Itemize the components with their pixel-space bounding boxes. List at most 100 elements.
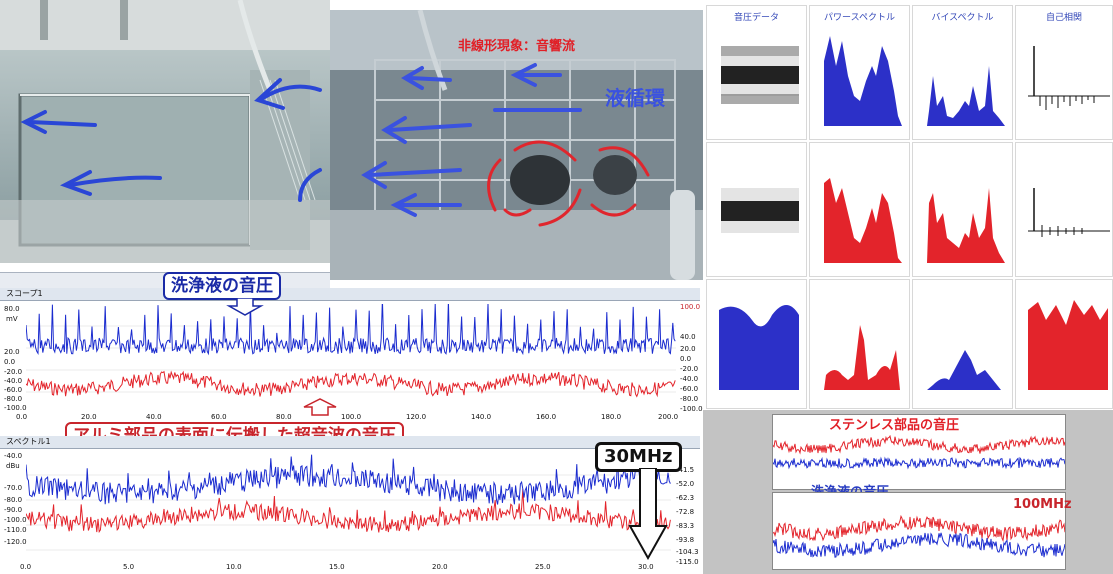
power-spectrum-plot-2 xyxy=(824,178,902,263)
photo-middle-tank: 非線形現象：音響流 液循環 xyxy=(330,10,703,280)
spectrum-x-tick: 20.0 xyxy=(432,563,448,571)
bicoherence-plot-3 xyxy=(927,350,1001,390)
analysis-grid: 音圧データ パワースペクトル バイスペクトル 自己相関 xyxy=(706,5,1113,409)
scope-y-tick: 0.0 xyxy=(4,358,16,366)
scope-y-tick: -40.0 xyxy=(4,377,23,385)
scope-r-tick: -100.0 xyxy=(680,405,703,413)
photo-middle-image: 非線形現象：音響流 液循環 xyxy=(330,10,703,280)
scope-r-tick: 100.0 xyxy=(680,303,701,311)
panel-power-spectrum-2 xyxy=(809,142,910,277)
arrow-up-icon xyxy=(303,398,337,416)
spectrum-y-tick: -110.0 xyxy=(4,526,27,534)
bispectrum-plot xyxy=(927,66,1005,126)
panel-title: バイスペクトル xyxy=(931,13,994,23)
scope-x-tick: 180.0 xyxy=(601,413,622,421)
spectrum-x-tick: 0.0 xyxy=(20,563,32,571)
small-scope-top-plot xyxy=(772,434,1066,470)
small-scope-bottom: 100MHz xyxy=(772,492,1072,570)
scope-title: スコープ1 xyxy=(6,289,43,298)
spectrum-y-tick: -80.0 xyxy=(4,496,23,504)
spectrum-r-tick: -104.3 xyxy=(676,548,699,556)
scope-x-tick: 80.0 xyxy=(276,413,292,421)
arrow-down-big-icon xyxy=(628,468,668,560)
panel-bicoherence-4 xyxy=(1015,279,1113,409)
spectrum-r-tick: -72.8 xyxy=(676,508,695,516)
scope-x-tick: 160.0 xyxy=(536,413,557,421)
spectrum-r-tick: -62.3 xyxy=(676,494,695,502)
panel-power-spectrum: パワースペクトル xyxy=(809,5,910,140)
label-nonlinear: 非線形現象：音響流 xyxy=(458,38,575,54)
small-blue-trace xyxy=(772,456,1066,470)
spectrum-x-tick: 5.0 xyxy=(123,563,135,571)
panel-pressure-data: 音圧データ xyxy=(706,5,807,140)
panel-bispectrum: バイスペクトル xyxy=(912,5,1013,140)
label-100mhz: 100MHz xyxy=(1013,497,1072,512)
spectrum-window: スペクトル1 -40.0 dBu -70.0 -80.0 -90.0 -100.… xyxy=(0,436,700,574)
small-red-trace xyxy=(772,434,1066,455)
photo-left-image xyxy=(0,0,330,263)
spectrum-y-unit: dBu xyxy=(6,462,20,470)
spectrum-x-tick: 25.0 xyxy=(535,563,551,571)
panel-pressure-data-2 xyxy=(706,142,807,277)
spectrum-y-tick: -100.0 xyxy=(4,516,27,524)
label-circulation: 液循環 xyxy=(605,86,666,110)
spectrum-title: スペクトル1 xyxy=(6,437,51,446)
scope-window: スコープ1 80.0 mV 20.0 0.0 -20.0 -40.0 -60.0… xyxy=(0,288,703,421)
scope-r-tick: 0.0 xyxy=(680,355,692,363)
spectrum-blue-trace xyxy=(26,451,671,505)
scope-y-tick: -60.0 xyxy=(4,386,23,394)
scope-y-tick: -80.0 xyxy=(4,395,23,403)
panel-title: パワースペクトル xyxy=(824,13,895,23)
spectrum-x-tick: 15.0 xyxy=(329,563,345,571)
scope-r-tick: -20.0 xyxy=(680,365,699,373)
spectrum-r-tick: -41.5 xyxy=(676,466,695,474)
spectrum-x-tick: 30.0 xyxy=(638,563,654,571)
spectrum-x-tick: 10.0 xyxy=(226,563,242,571)
scope-r-tick: -60.0 xyxy=(680,385,699,393)
small2-red-trace xyxy=(772,514,1066,543)
small2-blue-trace xyxy=(772,532,1066,558)
panel-bicoherence-1 xyxy=(706,279,807,409)
spectrum-titlebar: スペクトル1 xyxy=(0,436,700,449)
panel-title: 自己相関 xyxy=(1045,13,1082,23)
scope-titlebar: スコープ1 xyxy=(0,288,700,301)
callout-liquid-pressure: 洗浄液の音圧 xyxy=(163,272,281,300)
spectrum-r-tick: -115.0 xyxy=(676,558,699,566)
spectrum-r-tick: -52.0 xyxy=(676,480,695,488)
panel-autocorrelation: 自己相関 xyxy=(1015,5,1113,140)
scope-x-tick: 40.0 xyxy=(146,413,162,421)
scope-x-tick: 200.0 xyxy=(658,413,679,421)
small-scope-top: ステンレス部品の音圧 洗浄液の音圧 xyxy=(772,414,1066,500)
spectrum-y-tick: -40.0 xyxy=(4,452,23,460)
spectrum-r-tick: -93.8 xyxy=(676,536,695,544)
scope-y-tick: 80.0 xyxy=(4,305,20,313)
bicoherence-plot-1 xyxy=(719,305,799,390)
scope-x-tick: 0.0 xyxy=(16,413,28,421)
scope-r-tick: 40.0 xyxy=(680,333,696,341)
bispectrum-plot-2 xyxy=(927,188,1005,263)
scope-red-trace xyxy=(26,370,676,398)
spectrum-y-tick: -90.0 xyxy=(4,506,23,514)
spectrum-y-tick: -120.0 xyxy=(4,538,27,546)
scope-y-unit: mV xyxy=(6,315,18,323)
power-spectrum-plot xyxy=(824,36,902,126)
scope-x-tick: 140.0 xyxy=(471,413,492,421)
scope-x-tick: 100.0 xyxy=(341,413,362,421)
scope-x-tick: 120.0 xyxy=(406,413,427,421)
callout-30mhz: 30MHz xyxy=(595,442,682,472)
scope-x-tick: 20.0 xyxy=(81,413,97,421)
scope-r-tick: -40.0 xyxy=(680,375,699,383)
scope-y-tick: 20.0 xyxy=(4,348,20,356)
scope-y-tick: -100.0 xyxy=(4,404,27,412)
panel-title: 音圧データ xyxy=(733,13,779,23)
bicoherence-plot-2 xyxy=(824,325,900,390)
photo-left-tank xyxy=(0,0,330,263)
autocorrelation-plot-2 xyxy=(1028,188,1110,237)
autocorrelation-plot xyxy=(1028,46,1110,110)
scope-y-tick: -20.0 xyxy=(4,368,23,376)
scope-r-tick: 20.0 xyxy=(680,345,696,353)
scope-blue-trace xyxy=(26,304,676,356)
spectrum-plot xyxy=(26,451,671,551)
panel-bicoherence-2 xyxy=(809,279,910,409)
spectrum-xaxis: 0.0 5.0 10.0 15.0 20.0 25.0 30.0 xyxy=(20,563,671,571)
